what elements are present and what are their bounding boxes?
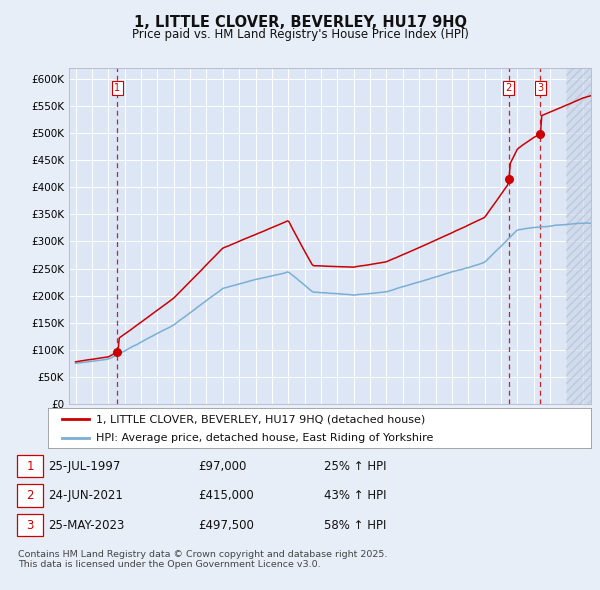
Text: HPI: Average price, detached house, East Riding of Yorkshire: HPI: Average price, detached house, East… — [96, 432, 433, 442]
Text: £415,000: £415,000 — [198, 489, 254, 502]
Text: 2: 2 — [26, 489, 34, 502]
Text: £97,000: £97,000 — [198, 460, 247, 473]
Text: 25% ↑ HPI: 25% ↑ HPI — [324, 460, 386, 473]
Text: 1, LITTLE CLOVER, BEVERLEY, HU17 9HQ: 1, LITTLE CLOVER, BEVERLEY, HU17 9HQ — [133, 15, 467, 30]
Text: Price paid vs. HM Land Registry's House Price Index (HPI): Price paid vs. HM Land Registry's House … — [131, 28, 469, 41]
Text: 2: 2 — [505, 83, 512, 93]
Text: 25-JUL-1997: 25-JUL-1997 — [48, 460, 121, 473]
Text: 1: 1 — [115, 83, 121, 93]
Text: 1: 1 — [26, 460, 34, 473]
Text: £497,500: £497,500 — [198, 519, 254, 532]
Text: 3: 3 — [537, 83, 544, 93]
Text: Contains HM Land Registry data © Crown copyright and database right 2025.
This d: Contains HM Land Registry data © Crown c… — [18, 550, 388, 569]
Text: 58% ↑ HPI: 58% ↑ HPI — [324, 519, 386, 532]
Text: 43% ↑ HPI: 43% ↑ HPI — [324, 489, 386, 502]
Text: 3: 3 — [26, 519, 34, 532]
Bar — [566, 68, 591, 404]
Text: 24-JUN-2021: 24-JUN-2021 — [48, 489, 123, 502]
Text: 25-MAY-2023: 25-MAY-2023 — [48, 519, 124, 532]
Text: 1, LITTLE CLOVER, BEVERLEY, HU17 9HQ (detached house): 1, LITTLE CLOVER, BEVERLEY, HU17 9HQ (de… — [96, 414, 425, 424]
